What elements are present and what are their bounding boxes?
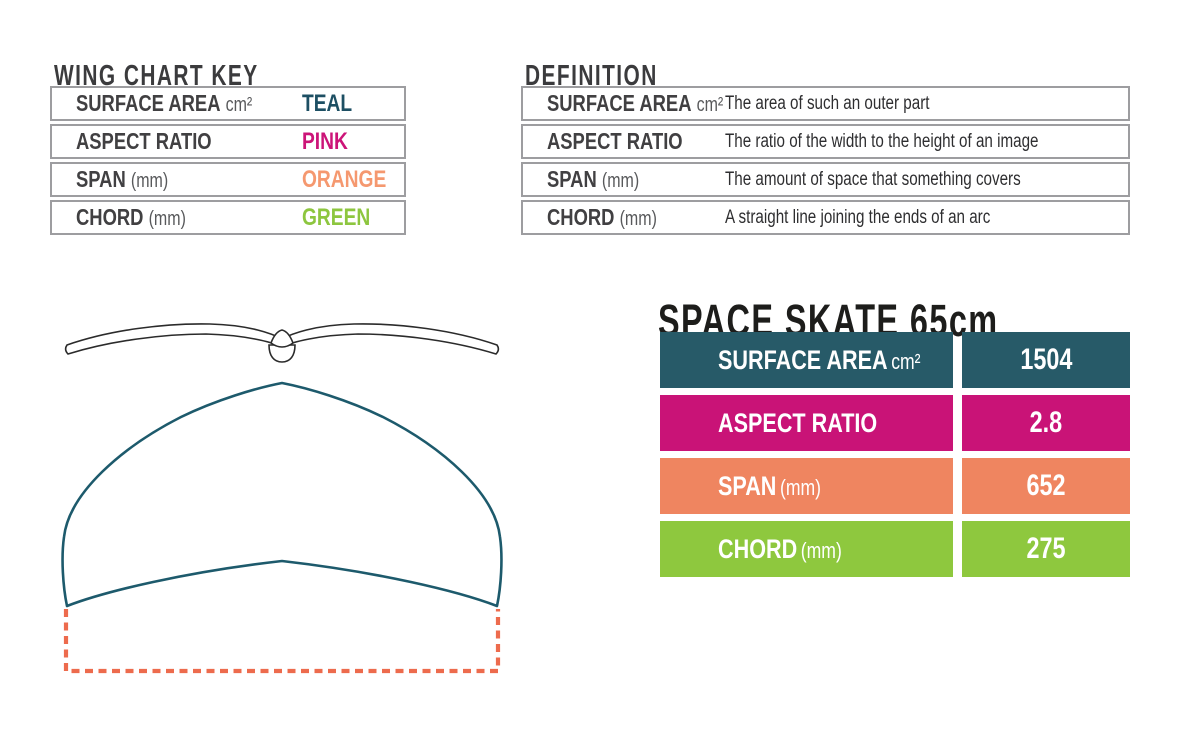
definition-text: A straight line joining the ends of an a… xyxy=(725,206,991,228)
wing-front-view-pod xyxy=(268,344,296,363)
span-dashed-line xyxy=(63,609,501,674)
key-row-label: SPAN (mm) xyxy=(76,166,169,192)
definition-row-label: SURFACE AREA cm² xyxy=(547,90,724,116)
spec-label-aspect-ratio: ASPECT RATIO xyxy=(660,395,953,451)
key-row-aspect-ratio: ASPECT RATIO PINK xyxy=(50,124,406,159)
wing-front-view-nose xyxy=(270,329,294,348)
definition-table: SURFACE AREA cm² The area of such an out… xyxy=(521,86,1130,238)
definition-row-aspect-ratio: ASPECT RATIO The ratio of the width to t… xyxy=(521,124,1130,159)
spec-label-chord: CHORD (mm) xyxy=(660,521,953,577)
definition-row-label: ASPECT RATIO xyxy=(547,128,683,154)
key-row-chord: CHORD (mm) GREEN xyxy=(50,200,406,235)
key-row-label: CHORD (mm) xyxy=(76,204,186,230)
definition-row-label: SPAN (mm) xyxy=(547,166,640,192)
spec-value-chord: 275 xyxy=(962,521,1130,577)
spec-label-span: SPAN (mm) xyxy=(660,458,953,514)
key-color-name: TEAL xyxy=(302,89,353,117)
definition-text: The area of such an outer part xyxy=(725,92,930,114)
key-row-span: SPAN (mm) ORANGE xyxy=(50,162,406,197)
key-row-label: ASPECT RATIO xyxy=(76,128,212,154)
spec-label-surface-area: SURFACE AREA cm² xyxy=(660,332,953,388)
key-row-label: SURFACE AREA cm² xyxy=(76,90,253,116)
key-color-name: PINK xyxy=(302,127,348,155)
wing-front-view-outline xyxy=(64,323,500,355)
definition-row-span: SPAN (mm) The amount of space that somet… xyxy=(521,162,1130,197)
wing-planform-outline xyxy=(61,381,503,608)
wing-chart-key-table: SURFACE AREA cm² TEAL ASPECT RATIO PINK … xyxy=(50,86,406,238)
definition-row-chord: CHORD (mm) A straight line joining the e… xyxy=(521,200,1130,235)
spec-value-surface-area: 1504 xyxy=(962,332,1130,388)
key-color-name: GREEN xyxy=(302,203,371,231)
key-color-name: ORANGE xyxy=(302,165,387,193)
definition-row-label: CHORD (mm) xyxy=(547,204,657,230)
product-spec-table: SURFACE AREA cm² 1504 ASPECT RATIO 2.8 S… xyxy=(660,332,1130,577)
definition-text: The amount of space that something cover… xyxy=(725,168,1021,190)
spec-value-span: 652 xyxy=(962,458,1130,514)
key-row-surface-area: SURFACE AREA cm² TEAL xyxy=(50,86,406,121)
definition-text: The ratio of the width to the height of … xyxy=(725,130,1039,152)
wing-diagram xyxy=(61,323,503,674)
spec-value-aspect-ratio: 2.8 xyxy=(962,395,1130,451)
definition-row-surface-area: SURFACE AREA cm² The area of such an out… xyxy=(521,86,1130,121)
